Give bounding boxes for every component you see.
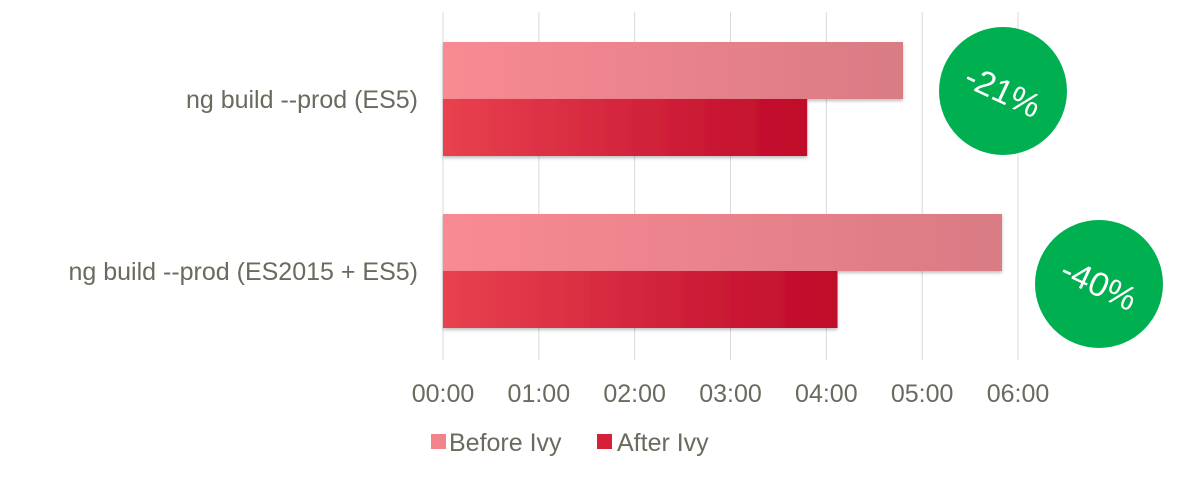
category-label: ng build --prod (ES2015 + ES5): [68, 258, 418, 286]
x-tick-label: 00:00: [412, 380, 475, 408]
category-label: ng build --prod (ES5): [186, 86, 418, 114]
bar-after-ivy: [443, 99, 808, 156]
legend-label: After Ivy: [617, 429, 709, 457]
x-tick-label: 01:00: [508, 380, 571, 408]
bars: [443, 42, 1003, 328]
legend-item: Before Ivy: [431, 429, 562, 457]
annotations: -21% -40%: [939, 27, 1163, 348]
reduction-badge: -40%: [1035, 220, 1163, 348]
legend-item: After Ivy: [597, 429, 709, 457]
category-labels: ng build --prod (ES5) ng build --prod (ES…: [68, 86, 418, 286]
x-tick-label: 03:00: [699, 380, 762, 408]
reduction-badge: -21%: [939, 27, 1067, 155]
bar-before-ivy: [443, 214, 1003, 271]
x-tick-label: 04:00: [795, 380, 858, 408]
legend-label: Before Ivy: [449, 429, 562, 457]
bar-before-ivy: [443, 42, 903, 99]
legend-swatch: [431, 434, 446, 449]
x-tick-label: 02:00: [603, 380, 666, 408]
badge-circle: [1035, 220, 1163, 348]
bar-after-ivy: [443, 271, 838, 328]
x-tick-label: 05:00: [891, 380, 954, 408]
x-tick-label: 06:00: [987, 380, 1050, 408]
badge-circle: [939, 27, 1067, 155]
x-tick-labels: 00:00 01:00 02:00 03:00 04:00 05:00 06:00: [412, 380, 1050, 408]
legend-swatch: [597, 434, 612, 449]
legend: Before Ivy After Ivy: [431, 429, 709, 457]
